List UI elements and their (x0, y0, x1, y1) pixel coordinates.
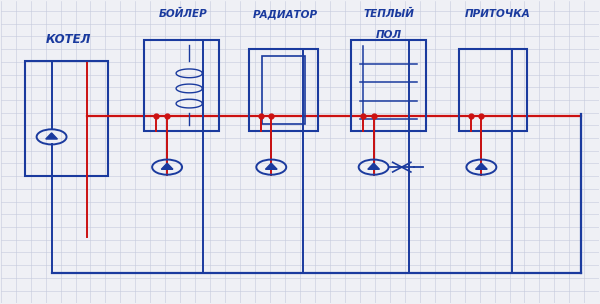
Bar (458, 49, 527, 131)
Polygon shape (368, 163, 379, 169)
Bar (145, 40, 219, 131)
Text: КОТЕЛ: КОТЕЛ (46, 33, 91, 46)
Bar (262, 56, 305, 124)
Polygon shape (161, 163, 173, 169)
Bar (249, 49, 318, 131)
Polygon shape (476, 163, 487, 169)
Polygon shape (265, 163, 277, 169)
Polygon shape (46, 133, 58, 139)
Text: РАДИАТОР: РАДИАТОР (253, 9, 317, 19)
Text: ПОЛ: ПОЛ (376, 30, 401, 40)
Bar (25, 61, 109, 176)
Bar (351, 40, 426, 131)
Text: БОЙЛЕР: БОЙЛЕР (159, 9, 208, 19)
Text: ТЕПЛЫЙ: ТЕПЛЫЙ (363, 9, 414, 19)
Text: ПРИТОЧКА: ПРИТОЧКА (464, 9, 530, 19)
